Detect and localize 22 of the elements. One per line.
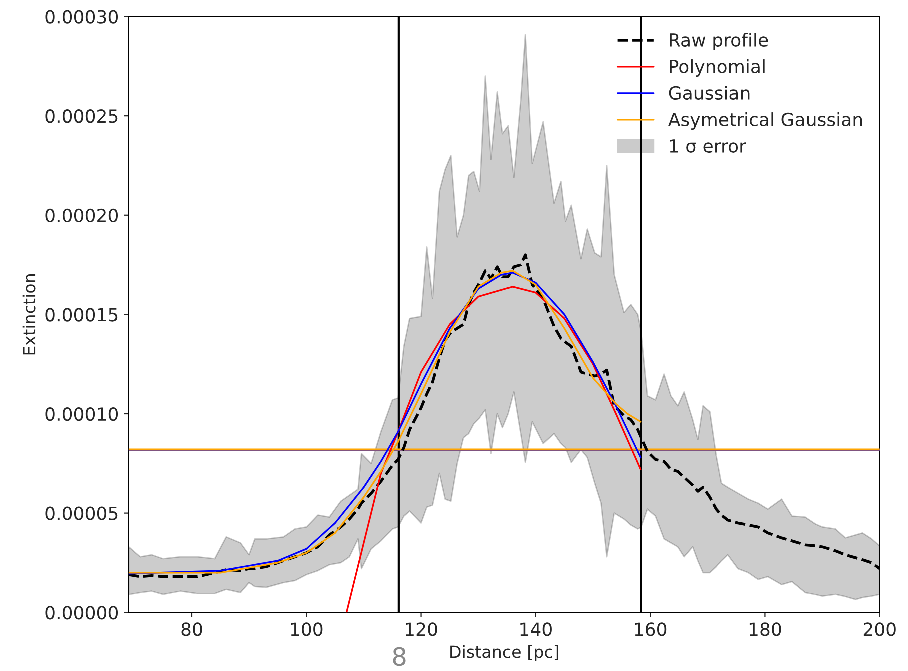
y-tick-label: 0.00015: [46, 308, 118, 322]
y-tick-label: 0.00020: [46, 208, 118, 223]
x-tick-label: 100: [291, 622, 323, 636]
annotation: 1 σ error: [670, 140, 746, 154]
x-tick-label: 120: [406, 622, 438, 636]
legend-label: Raw profile: [670, 33, 768, 50]
x-tick-label: 200: [864, 622, 896, 636]
y-tick-label: 0.00000: [46, 606, 118, 620]
y-axis-title: Extinction: [22, 274, 36, 355]
x-tick-label: 160: [635, 622, 667, 636]
x-tick-label: 180: [750, 622, 782, 636]
x-axis-title: Distance [pc]: [450, 645, 558, 662]
y-tick-label: 0.00005: [46, 506, 118, 520]
legend-label: Polynomial: [670, 60, 765, 77]
x-tick-label: 80: [182, 622, 202, 636]
legend-label: Asymetrical Gaussian: [668, 112, 862, 130]
x-tick-label: 140: [520, 622, 552, 636]
y-tick-label: 0.00030: [46, 10, 118, 24]
legend-label: Gaussian: [669, 86, 750, 100]
y-tick-label: 0.00025: [46, 110, 118, 124]
text: 8: [393, 647, 406, 666]
y-tick-label: 0.00010: [46, 407, 118, 422]
